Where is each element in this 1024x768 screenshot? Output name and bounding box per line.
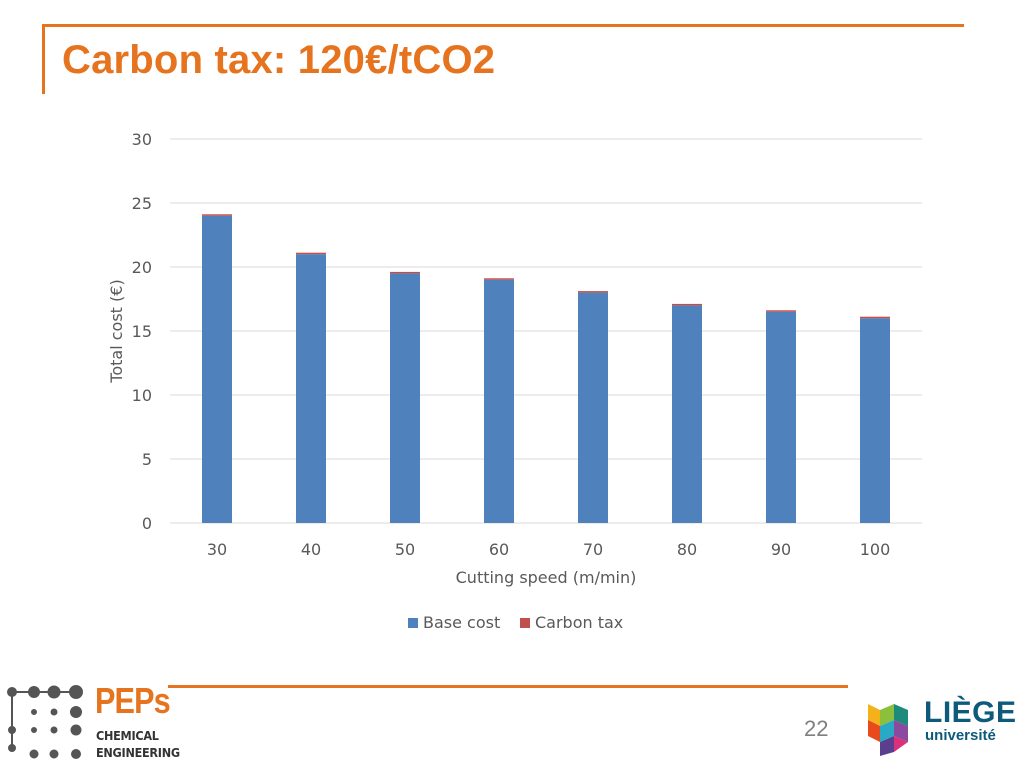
peps-logo-line1: CHEMICAL (96, 728, 159, 743)
x-tick-label: 70 (583, 540, 603, 559)
x-tick-label: 40 (301, 540, 321, 559)
bar-base-cost-40 (296, 254, 326, 523)
bar-carbon-tax-40 (296, 252, 326, 255)
liege-logo-name: LIÈGE (924, 696, 1017, 729)
page-number: 22 (804, 716, 829, 741)
x-tick-label: 60 (489, 540, 509, 559)
slide-title: Carbon tax: 120€/tCO2 (62, 38, 496, 82)
bar-layer (202, 214, 890, 524)
y-axis-label: Total cost (€) (107, 279, 126, 383)
bar-base-cost-50 (390, 273, 420, 523)
x-tick-label: 90 (771, 540, 791, 559)
peps-logo-line2: ENGINEERING (96, 745, 180, 760)
x-tick-label: 30 (207, 540, 227, 559)
x-tick-label: 50 (395, 540, 415, 559)
bar-carbon-tax-70 (578, 291, 608, 293)
x-tick-label: 80 (677, 540, 697, 559)
title-side-rule (42, 24, 45, 94)
y-tick-label: 5 (142, 450, 152, 469)
y-tick-label: 20 (132, 258, 152, 277)
y-tick-label: 10 (132, 386, 152, 405)
peps-logo-name: PEPs (95, 680, 171, 721)
bar-base-cost-30 (202, 215, 232, 524)
legend-label-base-cost: Base cost (423, 613, 500, 632)
bar-base-cost-80 (672, 305, 702, 523)
x-axis-label: Cutting speed (m/min) (456, 568, 637, 587)
bar-base-cost-60 (484, 279, 514, 523)
footer-rule (168, 685, 848, 688)
peps-logo-mark (7, 685, 83, 759)
x-tick-label: 100 (860, 540, 891, 559)
bar-carbon-tax-90 (766, 310, 796, 312)
legend-swatch-carbon-tax (520, 618, 530, 628)
bar-carbon-tax-50 (390, 271, 420, 274)
bar-carbon-tax-100 (860, 316, 890, 319)
liege-logo-mark (868, 704, 908, 756)
legend-swatch-base-cost (408, 618, 418, 628)
legend: Base cost Carbon tax (408, 613, 623, 632)
y-tick-label: 25 (132, 194, 152, 213)
bar-carbon-tax-80 (672, 303, 702, 306)
bar-base-cost-70 (578, 292, 608, 523)
bar-carbon-tax-30 (202, 214, 232, 216)
y-tick-label: 15 (132, 322, 152, 341)
tick-layer: 0 5 10 15 20 25 30 30 40 50 60 70 80 90 100 (132, 130, 891, 559)
y-tick-label: 0 (142, 514, 152, 533)
bar-base-cost-100 (860, 318, 890, 523)
bar-base-cost-90 (766, 311, 796, 523)
bar-carbon-tax-60 (484, 278, 514, 280)
liege-logo-subtitle: université (925, 727, 996, 744)
y-tick-label: 30 (132, 130, 152, 149)
legend-label-carbon-tax: Carbon tax (535, 613, 623, 632)
grid-layer (170, 138, 922, 524)
title-top-rule (42, 24, 964, 27)
